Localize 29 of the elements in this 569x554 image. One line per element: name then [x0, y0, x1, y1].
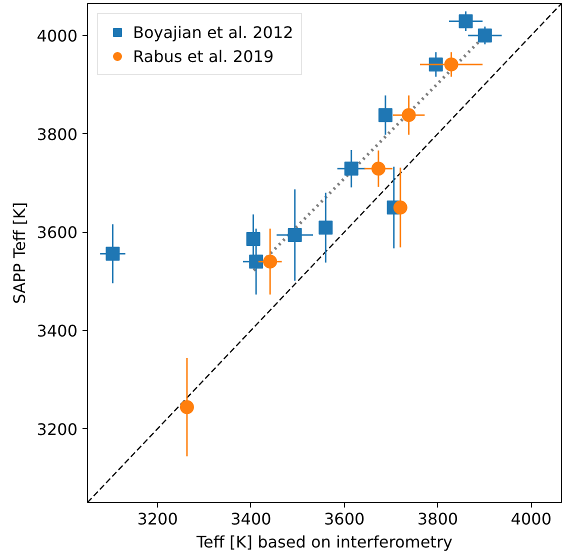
y-tick-label: 3400 [36, 321, 78, 340]
y-axis-title: SAPP Teff [K] [10, 202, 29, 304]
y-tick-label: 3200 [36, 420, 78, 439]
point [288, 228, 302, 242]
point [378, 108, 392, 122]
point [444, 57, 458, 72]
point [458, 14, 473, 28]
x-tick-label: 3400 [230, 510, 272, 528]
x-tick-label: 3200 [137, 510, 178, 528]
point [263, 254, 278, 269]
x-tick-label: 3600 [324, 510, 365, 528]
point [318, 220, 333, 235]
point [180, 400, 194, 414]
point [393, 200, 408, 215]
y-tick-label: 3600 [36, 223, 78, 242]
legend-label: Boyajian et al. 2012 [133, 22, 294, 42]
x-axis-title: Teff [K] based on interferometry [196, 532, 453, 552]
x-tick-label: 4000 [510, 510, 552, 528]
point [371, 162, 386, 176]
point [106, 246, 120, 261]
point [344, 162, 358, 176]
point [249, 254, 264, 269]
point [402, 108, 416, 122]
point [478, 28, 492, 42]
x-tick-label: 3800 [417, 510, 458, 528]
legend-label: Rabus et al. 2019 [133, 46, 274, 66]
point [246, 232, 260, 246]
y-tick-label: 4000 [36, 26, 78, 46]
y-tick-label: 3800 [36, 124, 78, 144]
